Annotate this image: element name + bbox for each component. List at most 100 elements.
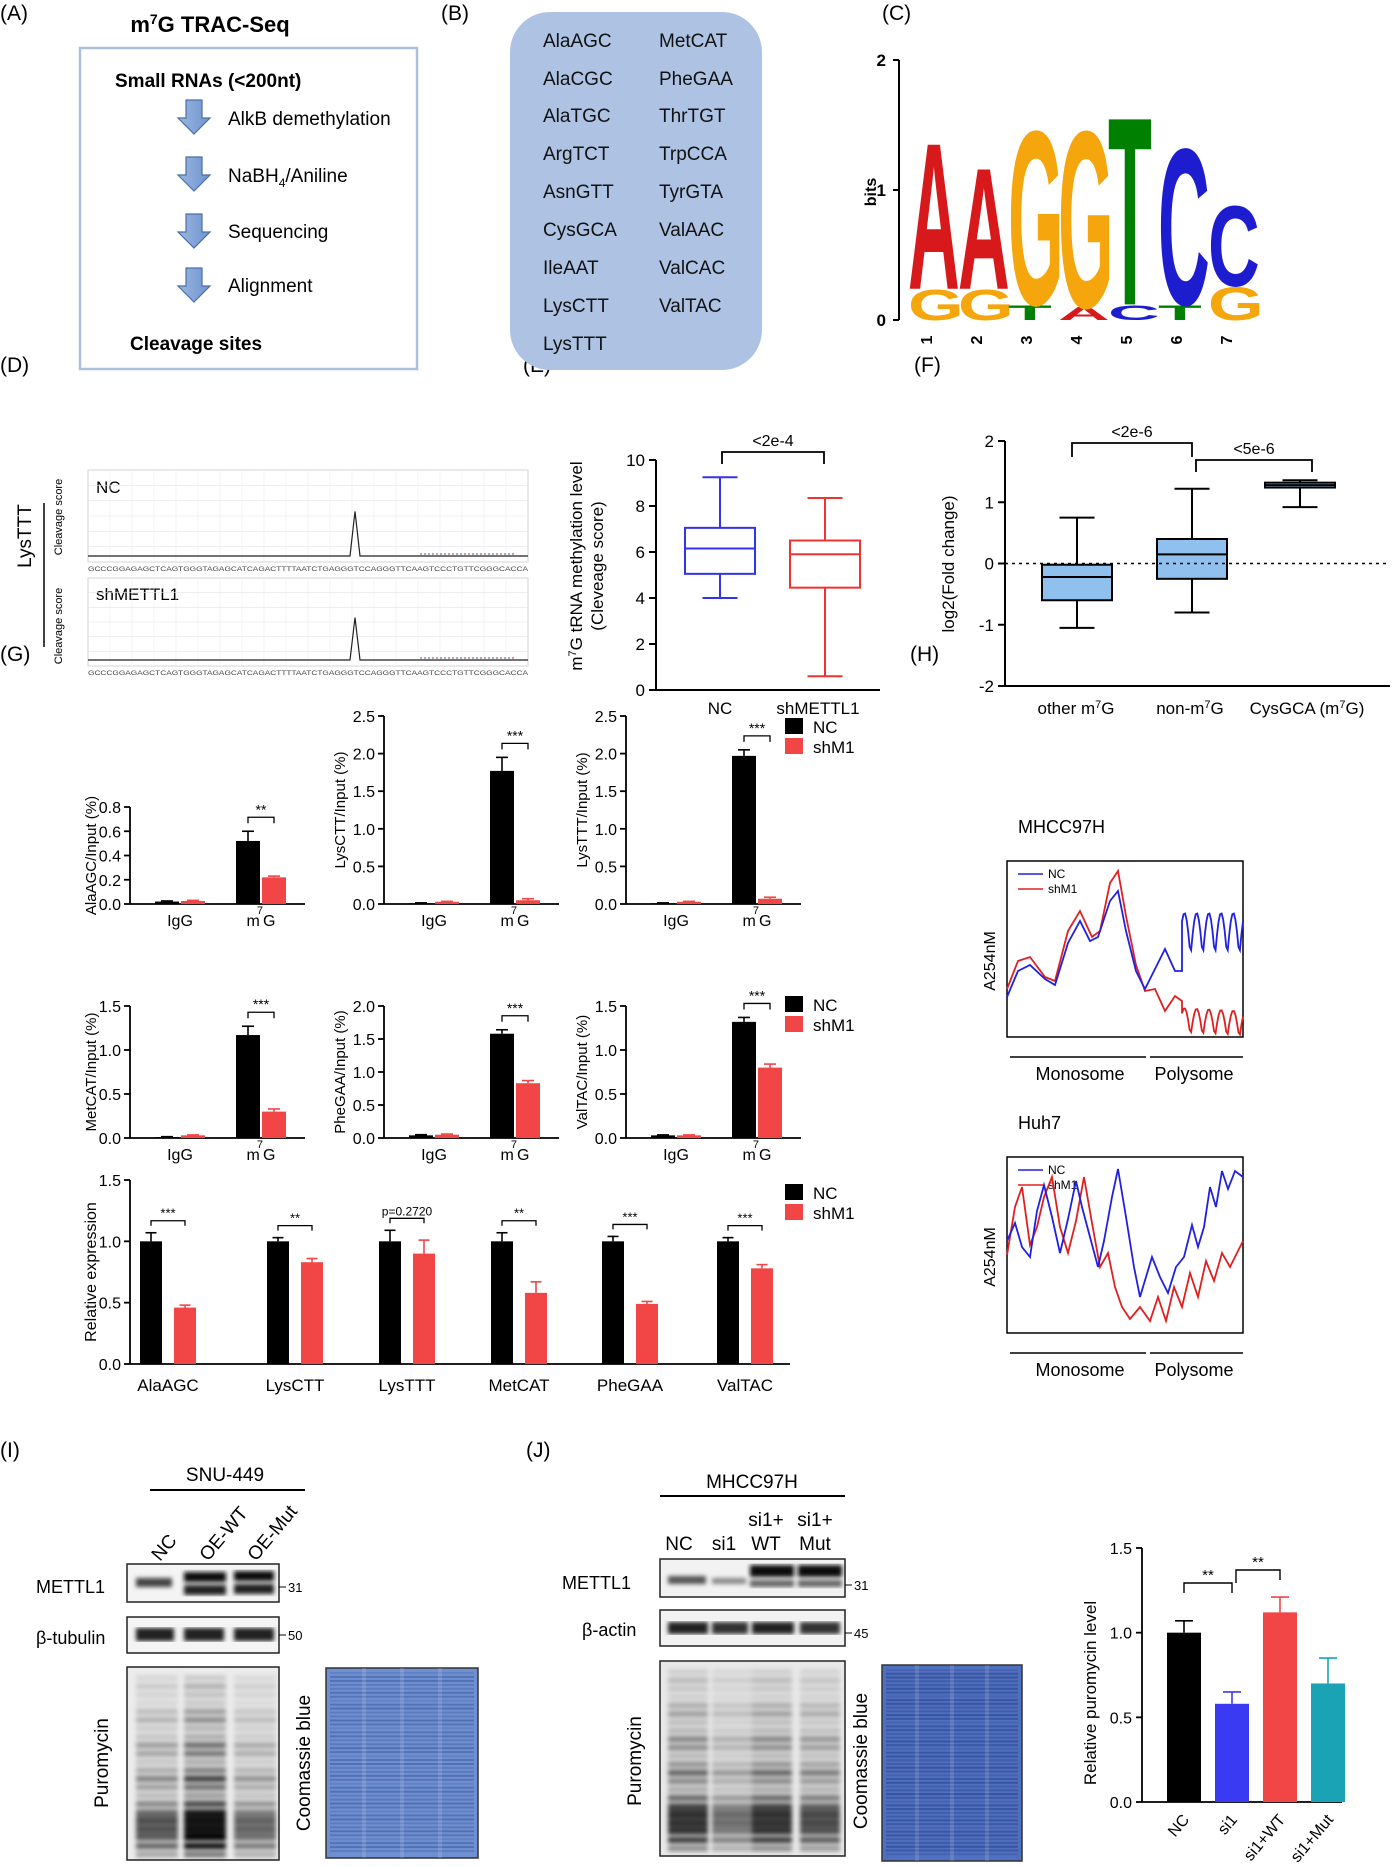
- trace-shmettl1: shMETTL1: [87, 577, 529, 667]
- logo-y-tick: 2: [877, 51, 886, 70]
- j-bar-chart: Relative puromycin level 0.0 0.5 1.0 1.5 NC s…: [1081, 1541, 1345, 1866]
- g-ylabel: ValTAC/Input (%): [574, 1015, 591, 1129]
- down-arrow-icon: [176, 267, 212, 303]
- trace-label-nc: NC: [96, 478, 121, 497]
- y-tick-label: 0.0: [99, 1357, 121, 1374]
- trna-list-box: [510, 12, 762, 370]
- bar-NC: [491, 1241, 513, 1364]
- g-sig: ***: [507, 727, 524, 743]
- side-label: LysTTT: [15, 504, 36, 568]
- j-actin-label: β-actin: [582, 1620, 636, 1640]
- y-tick-label: 1.5: [595, 999, 617, 1016]
- h-title: Huh7: [1018, 1113, 1061, 1133]
- y-tick-label: 2.5: [595, 709, 617, 726]
- g-x-label: IgG: [663, 1147, 689, 1164]
- g-ylabel: PheGAA/Input (%): [332, 1010, 349, 1133]
- g-x-label: IgG: [167, 913, 193, 930]
- i-lane-label: OE-WT: [196, 1503, 253, 1565]
- panel-label-b: (B): [441, 2, 469, 25]
- y-tick-label: 1.5: [99, 1173, 121, 1190]
- g-x-label: m7G: [247, 905, 276, 930]
- y-tick-label: 0.0: [99, 897, 121, 914]
- logo-letter-c: C: [1108, 301, 1160, 325]
- trna-item: MetCAT: [659, 31, 728, 52]
- bar-chart-relative-expression: 0.0 0.5 1.0 1.5 Relative expression AlaAGC Lys…: [83, 1173, 790, 1395]
- trace-nc: NC: [87, 469, 529, 563]
- panel-label-f: (F): [914, 354, 941, 377]
- logo-x-tick: 3: [1019, 335, 1036, 344]
- logo-x-tick: 2: [969, 335, 986, 344]
- logo-x-tick: 5: [1119, 335, 1136, 344]
- h-line-nc: [1006, 1168, 1244, 1298]
- trna-item: CysGCA: [543, 220, 617, 241]
- g-ylabel: MetCAT/Input (%): [83, 1013, 100, 1132]
- trna-item: LysTTT: [543, 334, 607, 355]
- bar-shM1: [435, 901, 459, 904]
- logo-x-ticks: 1 2 3 4 5 6 7: [919, 335, 1236, 344]
- logo-letter-c: C: [1208, 183, 1260, 312]
- panel-label-c: (C): [882, 2, 911, 25]
- y-tick-label: 0: [636, 681, 645, 700]
- j-puro-label: Puromycin: [625, 1716, 646, 1806]
- bar-NC: [155, 1137, 179, 1138]
- j-lane-label: WT: [751, 1534, 781, 1555]
- box-1: [1156, 487, 1228, 614]
- e-ylabel-2: (Cleveage score): [588, 501, 607, 630]
- bar-NC: [602, 1241, 624, 1364]
- logo-letter-g: G: [1208, 277, 1264, 330]
- bar-shM1: [636, 1303, 658, 1364]
- legend-sh: shM1: [813, 1016, 855, 1035]
- g-x-label: m7G: [501, 1139, 530, 1164]
- j-x-label: si1: [1215, 1812, 1241, 1839]
- logo-y-tick: 0: [877, 311, 886, 330]
- down-arrow-icon: [176, 99, 212, 135]
- y-tick-label: 0.5: [595, 1087, 617, 1104]
- logo-x-tick: 1: [919, 335, 936, 344]
- bar-shM1: [181, 1135, 205, 1138]
- trna-list-col2: MetCAT PheGAA ThrTGT TrpCCA TyrGTA ValAA…: [659, 31, 733, 317]
- trna-item: ThrTGT: [659, 106, 726, 127]
- bar-NC: [490, 1033, 514, 1138]
- y-tick-label: 8: [636, 497, 645, 516]
- g-x-label: IgG: [421, 913, 447, 930]
- y-tick-label: 1.5: [99, 999, 121, 1016]
- svg-text:50: 50: [288, 1628, 302, 1643]
- h-title: MHCC97H: [1018, 817, 1105, 837]
- y-tick-label: 1: [985, 493, 994, 512]
- y-tick-label: 2: [985, 432, 994, 451]
- g-sig: ***: [749, 987, 766, 1003]
- trna-item: TyrGTA: [659, 182, 723, 203]
- g-sig: **: [256, 801, 267, 817]
- logo-y-tick: 1: [877, 181, 886, 200]
- j-ylabel: Relative puromycin level: [1081, 1601, 1100, 1785]
- logo-letter-g: G: [908, 280, 964, 329]
- cleavage-trace-line: [88, 511, 528, 557]
- bar-NC: [490, 770, 514, 904]
- y-tick-label: 0: [985, 555, 994, 574]
- g-x-label: m7G: [247, 1139, 276, 1164]
- g-ylabel: AlaAGC/Input (%): [83, 796, 100, 915]
- trna-item: ValCAC: [659, 258, 725, 279]
- f-sig: <2e-6: [1111, 424, 1152, 441]
- bar-shM1: [262, 877, 286, 904]
- y-tick-label: -1: [979, 616, 994, 635]
- bar-shM1: [181, 900, 205, 904]
- bar-NC: [409, 1135, 433, 1138]
- y-tick-label: 1.5: [353, 1032, 375, 1049]
- j-sig: **: [1202, 1567, 1214, 1584]
- h-legend-sh: shM1: [1048, 1178, 1078, 1192]
- workflow-arrows: [176, 99, 212, 303]
- e-sig: <2e-4: [752, 433, 793, 450]
- panel-e-boxplot: m7G tRNA methylation level (Cleveage sco…: [567, 433, 880, 718]
- workflow-step-2: NaBH4/Aniline: [228, 166, 348, 190]
- y-tick-label: 2.0: [353, 999, 375, 1016]
- h-legend-nc: NC: [1048, 1163, 1066, 1177]
- logo-x-tick: 6: [1169, 335, 1186, 344]
- g-sig: ***: [749, 720, 766, 736]
- y-tick-label: 1.0: [353, 822, 375, 839]
- trna-item: IleAAT: [543, 258, 599, 279]
